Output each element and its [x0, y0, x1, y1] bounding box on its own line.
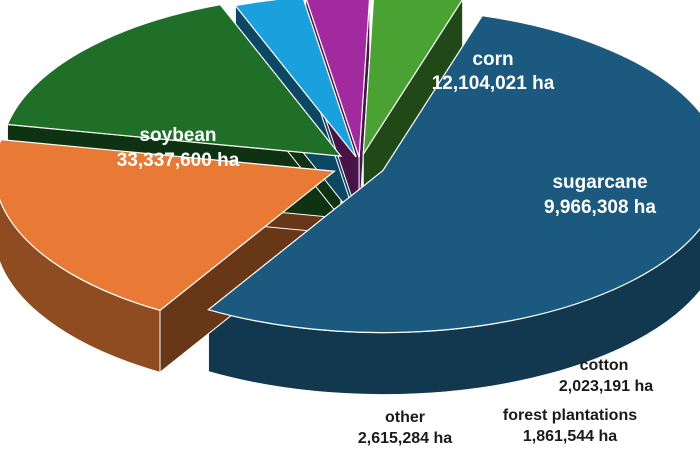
slice-name-soybean: soybean	[139, 125, 216, 146]
slice-value-corn: 12,104,021 ha	[432, 73, 555, 94]
slice-value-forest-plantations: 1,861,544 ha	[523, 428, 617, 445]
slice-value-sugarcane: 9,966,308 ha	[544, 197, 656, 218]
slice-value-other: 2,615,284 ha	[358, 430, 452, 447]
pie-slice-soybean	[207, 15, 700, 334]
slice-name-sugarcane: sugarcane	[552, 172, 647, 193]
slice-value-soybean: 33,337,600 ha	[117, 150, 240, 171]
pie-slice-sugarcane	[6, 4, 343, 157]
pie-slice-cotton	[234, 0, 357, 158]
slice-name-other: other	[385, 409, 425, 426]
slice-value-cotton: 2,023,191 ha	[559, 378, 653, 395]
pie-tops	[0, 0, 700, 334]
pie-slice-corn	[0, 139, 336, 311]
slice-name-corn: corn	[472, 49, 513, 70]
slice-name-cotton: cotton	[580, 357, 629, 374]
pie-slice-forest-plantations	[305, 0, 371, 158]
pie-labels: soybean 33,337,600 ha corn 12,104,021 ha…	[117, 49, 657, 447]
pie-slice-other	[362, 0, 463, 155]
slice-name-forest-plantations: forest plantations	[503, 407, 637, 424]
